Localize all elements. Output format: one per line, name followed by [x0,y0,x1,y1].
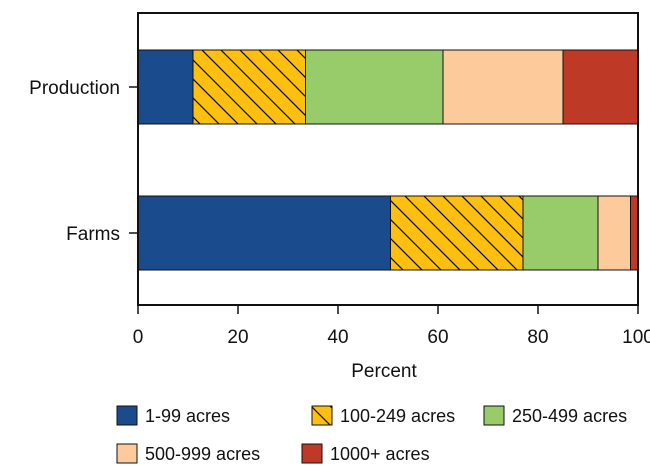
x-tick-label: 60 [427,327,448,348]
legend-swatch-1 [116,405,138,426]
x-tick-label: 20 [227,327,248,348]
legend-swatch-2 [311,405,333,426]
legend-label-1: 1-99 acres [145,406,230,426]
legend: 1-99 acres 100-249 acres 250-499 acres 500-… [116,405,627,464]
bar-production-series-5 [562,49,639,125]
bar-production-series-1 [137,49,194,125]
bar-production-series-4 [442,49,564,125]
bar-farms-series-3 [522,195,599,271]
bars-group [137,49,639,271]
bar-farms-series-1 [137,195,391,271]
legend-swatch-5 [301,443,323,464]
bar-production-series-3 [305,49,444,125]
bar-production-series-2 [192,49,306,125]
legend-label-3: 250-499 acres [512,406,627,426]
legend-label-2: 100-249 acres [340,406,455,426]
axes-group: 0 20 40 60 80 100 Production Farms [29,78,650,348]
bar-farms-series-2 [390,195,524,271]
legend-swatch-3 [483,405,505,426]
bar-farms-series-5 [630,195,639,271]
bar-farms-series-4 [597,195,631,271]
legend-label-4: 500-999 acres [145,444,260,464]
category-label-production: Production [29,78,120,99]
category-label-farms: Farms [66,224,120,245]
x-axis-title: Percent [351,361,417,382]
legend-swatch-4 [116,443,138,464]
x-tick-label: 0 [133,327,144,348]
legend-label-5: 1000+ acres [330,444,430,464]
x-tick-label: 40 [327,327,348,348]
plot-frame [137,12,639,306]
x-tick-label: 80 [527,327,548,348]
x-tick-label: 100 [622,327,650,348]
